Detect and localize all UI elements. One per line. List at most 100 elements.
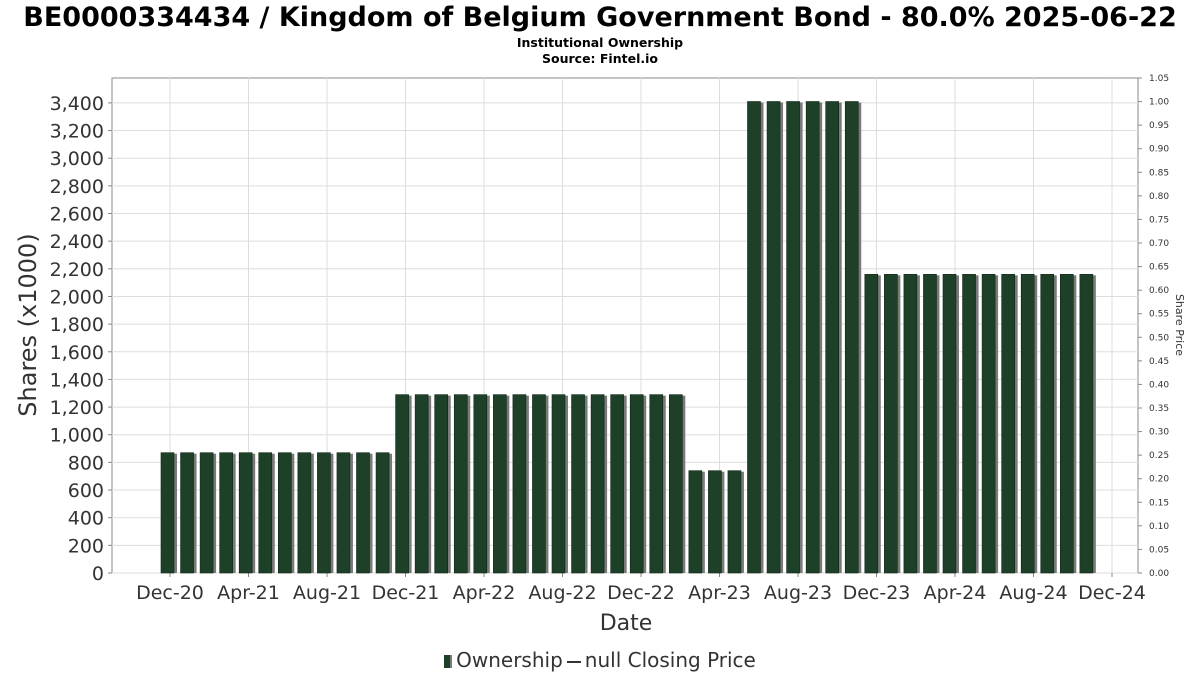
y2-tick-label: 0.55 — [1149, 310, 1169, 320]
x-tick-label: Aug-23 — [764, 582, 832, 604]
ownership-bar — [923, 274, 937, 574]
y-tick-label: 2,800 — [50, 176, 104, 198]
y2-tick-label: 0.25 — [1149, 451, 1169, 461]
x-tick-label: Dec-24 — [1078, 582, 1146, 604]
y2-tick-label: 0.80 — [1149, 192, 1169, 202]
y2-tick-label: 0.75 — [1149, 215, 1169, 225]
ownership-bar — [356, 452, 370, 574]
x-tick-label: Aug-22 — [528, 582, 596, 604]
ownership-bar — [649, 394, 664, 574]
chart-source: Source: Fintel.io — [542, 51, 658, 66]
x-axis-title: Date — [600, 611, 653, 636]
y2-tick-label: 0.95 — [1149, 121, 1169, 131]
ownership-bar — [844, 101, 859, 574]
y-tick-label: 0 — [92, 563, 104, 585]
ownership-bar — [317, 452, 331, 574]
ownership-bar — [453, 394, 468, 574]
x-tick-label: Dec-22 — [607, 582, 675, 604]
ownership-bar — [277, 452, 292, 574]
ownership-bar — [884, 274, 898, 574]
ownership-bar — [708, 470, 722, 574]
ownership-bar — [1020, 274, 1035, 574]
ownership-bar — [610, 394, 624, 574]
ownership-bar — [512, 394, 527, 574]
ownership-bar — [668, 394, 683, 574]
ownership-bar — [571, 394, 585, 574]
legend-price-label: null Closing Price — [584, 648, 756, 672]
x-tick-label: Apr-23 — [688, 582, 751, 604]
y-tick-label: 1,000 — [50, 425, 104, 447]
ownership-bar — [395, 394, 409, 574]
y-tick-label: 200 — [68, 535, 104, 557]
y-tick-label: 600 — [68, 480, 104, 502]
ownership-bar — [434, 394, 449, 574]
ownership-bar — [962, 274, 976, 574]
chart-title: BE0000334434 / Kingdom of Belgium Govern… — [23, 2, 1177, 33]
y-tick-label: 2,200 — [50, 259, 104, 281]
ownership-bar — [805, 101, 820, 574]
ownership-bar — [258, 452, 273, 574]
ownership-bar — [727, 470, 742, 574]
y2-tick-label: 0.40 — [1149, 380, 1169, 390]
ownership-chart: 0 200 400 600 800 1,000 1,200 1,400 1,600 1,800 2,… — [14, 74, 1186, 636]
y2-tick-label: 0.35 — [1149, 404, 1169, 414]
y2-tick-label: 0.50 — [1149, 333, 1169, 343]
y2-tick-label: 0.15 — [1149, 498, 1169, 508]
ownership-bar — [942, 274, 957, 574]
price-line-icon — [566, 660, 581, 663]
y-tick-label: 1,400 — [50, 369, 104, 391]
ownership-bar — [551, 394, 566, 574]
y2-axis-title: Share Price — [1173, 294, 1186, 356]
y2-tick-label: 0.10 — [1149, 522, 1169, 532]
y2-tick-label: 0.30 — [1149, 428, 1169, 438]
y2-tick-label: 0.05 — [1149, 545, 1169, 555]
x-tick-label: Apr-24 — [924, 582, 987, 604]
ownership-bar — [766, 101, 781, 574]
legend-ownership-label: Ownership — [456, 648, 563, 672]
ownership-bar — [414, 394, 429, 574]
chart-subtitle: Institutional Ownership — [516, 35, 684, 50]
ownership-bar — [825, 101, 840, 574]
ownership-bar — [688, 470, 703, 574]
x-tick-label: Dec-23 — [843, 582, 911, 604]
ownership-bar — [473, 394, 488, 574]
y-tick-label: 1,600 — [50, 342, 104, 364]
ownership-bar — [747, 101, 761, 574]
ownership-bar — [629, 394, 644, 574]
ownership-bar — [160, 452, 175, 574]
x-tick-label: Apr-22 — [453, 582, 516, 604]
y2-tick-label: 0.60 — [1149, 286, 1169, 296]
y-tick-label: 400 — [68, 508, 104, 530]
ownership-bar — [786, 101, 800, 574]
y-tick-label: 3,200 — [50, 121, 104, 143]
x-tick-label: Apr-21 — [217, 582, 280, 604]
y-tick-label: 2,000 — [50, 286, 104, 308]
y2-tick-label: 0.85 — [1149, 168, 1169, 178]
y-tick-label: 2,400 — [50, 231, 104, 253]
ownership-bar — [297, 452, 312, 574]
x-tick-label: Aug-21 — [293, 582, 361, 604]
y-tick-label: 3,000 — [50, 148, 104, 170]
ownership-bar — [336, 452, 351, 574]
y2-tick-label: 0.70 — [1149, 239, 1169, 249]
y-tick-label: 800 — [68, 452, 104, 474]
ownership-bar — [1060, 274, 1074, 574]
chart-legend: Ownership null Closing Price — [0, 648, 1200, 672]
y2-tick-label: 0.90 — [1149, 145, 1169, 155]
y2-tick-label: 1.05 — [1149, 74, 1169, 84]
x-tick-label: Dec-21 — [372, 582, 440, 604]
ownership-bar — [532, 394, 546, 574]
ownership-bar — [493, 394, 507, 574]
y-tick-label: 1,800 — [50, 314, 104, 336]
ownership-bar — [903, 274, 918, 574]
y-tick-label: 2,600 — [50, 204, 104, 226]
y2-tick-label: 0.00 — [1149, 569, 1169, 579]
ownership-bar — [1079, 274, 1094, 574]
ownership-swatch-icon — [444, 655, 453, 668]
y-tick-label: 1,200 — [50, 397, 104, 419]
x-tick-label: Aug-24 — [999, 582, 1067, 604]
ownership-bar — [199, 452, 214, 574]
ownership-bar — [219, 452, 233, 574]
y2-tick-label: 0.20 — [1149, 475, 1169, 485]
ownership-bar — [1040, 274, 1055, 574]
